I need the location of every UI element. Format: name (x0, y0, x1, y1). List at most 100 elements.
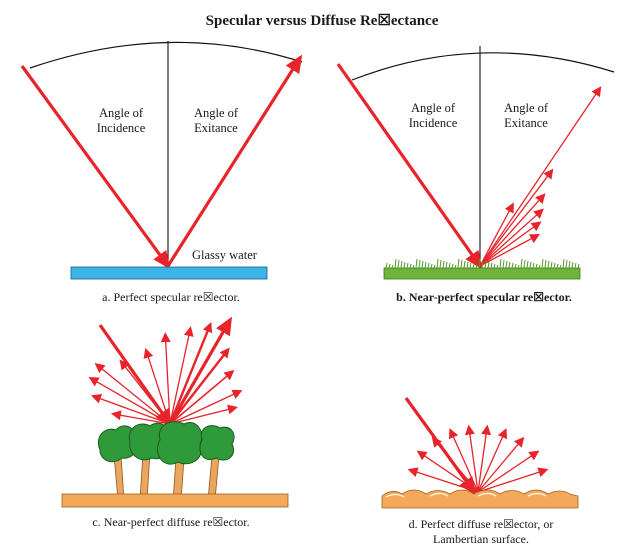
grass-blade (484, 260, 487, 269)
scatter-ray-c-11 (169, 389, 243, 425)
scatter-ray-c-1 (91, 394, 171, 425)
grass-blade (520, 258, 523, 269)
grass-blade (541, 258, 544, 269)
angle-incidence-label-b-line1: Angle of (411, 101, 456, 115)
grass-blade (475, 264, 478, 269)
incident-ray-d (404, 397, 477, 496)
grass-blade (496, 264, 499, 269)
angle-incidence-label-b-line2: Incidence (409, 116, 458, 130)
incident-ray-c (98, 324, 173, 428)
grass-blade (463, 260, 466, 269)
grass-blade (478, 258, 481, 269)
grass-blade (388, 263, 391, 269)
grass-blade (562, 258, 565, 269)
scatter-ray-d-1 (416, 450, 479, 493)
angle-exitance-label-b-line2: Exitance (504, 116, 548, 130)
grass-blade (415, 258, 418, 269)
scatter-ray-c-9 (169, 347, 230, 425)
caption-d-line1: d. Perfect diffuse re☒ector, or (409, 517, 554, 531)
panel-d: d. Perfect diffuse re☒ector, or Lamberti… (381, 397, 579, 546)
grass-blade (454, 264, 457, 269)
scatter-ray-d-8 (477, 450, 540, 493)
scatter-ray-d-2 (431, 436, 479, 493)
caption-a: a. Perfect specular re☒ector. (102, 290, 240, 304)
grass-blade (565, 259, 568, 269)
grass-blade (442, 260, 445, 269)
angle-exitance-label-a-line1: Angle of (194, 106, 239, 120)
grass-blade (430, 263, 433, 269)
scatter-ray-b-4 (479, 221, 542, 267)
grass-blade (448, 262, 451, 269)
angle-incidence-label-a-line1: Angle of (99, 106, 144, 120)
grass-blade (457, 258, 460, 269)
grass-blade (466, 261, 469, 269)
scatter-ray-c-8 (168, 316, 233, 425)
grass-blade (514, 263, 517, 269)
grass-blade (421, 260, 424, 269)
scatter-ray-c-0 (88, 377, 171, 425)
grass-blade (547, 260, 550, 269)
grass-blade (460, 259, 463, 269)
scatter-ray-d-0 (407, 467, 479, 493)
grass-blade (571, 261, 574, 269)
grass-blade (394, 258, 397, 269)
scatter-ray-c-7 (168, 322, 213, 425)
grass-blade (505, 260, 508, 269)
grass-blade (451, 263, 454, 269)
scatter-ray-d-3 (448, 428, 479, 493)
grass-blade (481, 259, 484, 269)
grass-blade (526, 260, 529, 269)
rough-ground-surface (381, 489, 579, 509)
glassy-water-surface (70, 266, 268, 280)
grass-blade (553, 262, 556, 269)
grass-blade (385, 262, 388, 269)
scatter-ray-b-2 (479, 193, 546, 267)
grass-surface (383, 267, 581, 280)
grass-blades (385, 258, 580, 269)
scatter-ray-c-4 (143, 347, 171, 425)
grass-blade (409, 263, 412, 269)
grass-blade (439, 259, 442, 269)
grass-blade (418, 259, 421, 269)
diagram-title: Specular versus Diffuse Re☒ectance (206, 13, 439, 29)
scatter-ray-c-3 (119, 359, 171, 425)
grass-blade (487, 261, 490, 269)
panel-c: c. Near-perfect diffuse re☒ector. (61, 316, 289, 529)
grass-blade (556, 263, 559, 269)
angle-exitance-label-a-line2: Exitance (194, 121, 238, 135)
grass-blade (397, 259, 400, 269)
scatter-ray-d-9 (477, 467, 549, 493)
angle-exitance-label-b-line1: Angle of (504, 101, 549, 115)
scatter-ray-b-0 (479, 86, 602, 267)
panel-a: Angle of Incidence Angle of Exitance Gla… (20, 41, 303, 304)
surface-texture (385, 492, 547, 498)
surface-label-glassy-water: Glassy water (192, 248, 258, 262)
grass-blade (529, 261, 532, 269)
grass-blade (508, 261, 511, 269)
scattered-rays-d (407, 424, 549, 493)
scatter-ray-d-7 (477, 436, 525, 493)
grass-blade (559, 264, 562, 269)
grass-blade (511, 262, 514, 269)
reflected-ray-a (166, 54, 303, 267)
grass-blade (535, 263, 538, 269)
scattered-rays-c (88, 316, 243, 425)
scatter-ray-d-5 (477, 424, 492, 493)
scatter-ray-b-6 (479, 202, 514, 267)
grass-blade (577, 263, 580, 269)
grass-blade (412, 264, 415, 269)
scatter-ray-d-6 (477, 428, 508, 493)
grass-blade (406, 262, 409, 269)
grass-blade (391, 264, 394, 269)
grass-blade (490, 262, 493, 269)
incident-ray-a (20, 65, 171, 270)
grass-blade (502, 259, 505, 269)
grass-blade (427, 262, 430, 269)
grass-blade (472, 263, 475, 269)
grass-blade (400, 260, 403, 269)
grass-blade (499, 258, 502, 269)
angle-incidence-label-a-line2: Incidence (97, 121, 146, 135)
grass-blade (436, 258, 439, 269)
ground-surface-c (61, 493, 289, 508)
